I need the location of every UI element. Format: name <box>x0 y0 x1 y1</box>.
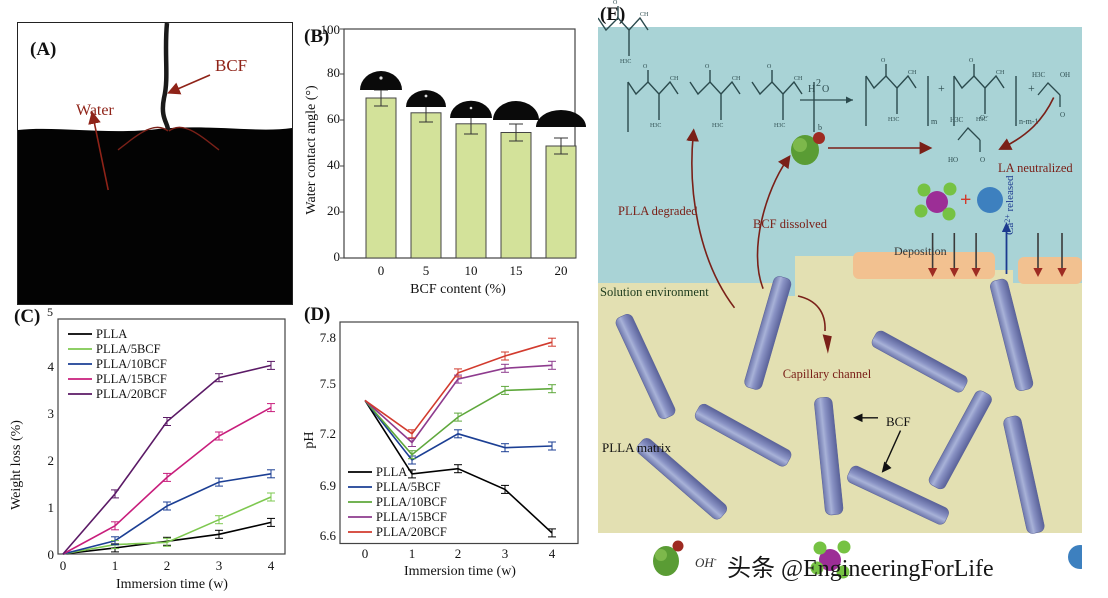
svg-text:40: 40 <box>327 157 340 172</box>
svg-text:(D): (D) <box>304 304 330 325</box>
svg-text:O: O <box>613 0 618 6</box>
svg-text:4: 4 <box>48 359 55 374</box>
svg-text:Immersion time (w): Immersion time (w) <box>116 577 228 592</box>
svg-text:7.8: 7.8 <box>320 330 336 345</box>
svg-text:OH: OH <box>1060 71 1070 79</box>
svg-text:LA neutralized: LA neutralized <box>998 161 1073 175</box>
svg-text:BCF dissolved: BCF dissolved <box>753 217 828 231</box>
svg-text:60: 60 <box>327 111 340 126</box>
svg-text:CH: CH <box>640 12 649 18</box>
svg-text:+: + <box>1028 81 1035 95</box>
svg-text:0: 0 <box>334 249 341 264</box>
svg-text:2: 2 <box>816 78 821 89</box>
svg-text:0: 0 <box>60 558 67 573</box>
svg-text:PLLA degraded: PLLA degraded <box>618 204 698 218</box>
svg-text:0: 0 <box>378 263 385 278</box>
svg-text:80: 80 <box>327 65 340 80</box>
svg-text:7.2: 7.2 <box>320 426 336 441</box>
svg-text:PLLA/10BCF: PLLA/10BCF <box>96 357 167 371</box>
svg-text:1: 1 <box>112 558 119 573</box>
svg-text:PLLA/15BCF: PLLA/15BCF <box>376 510 447 524</box>
svg-text:PLLA/20BCF: PLLA/20BCF <box>96 387 167 401</box>
svg-text:O: O <box>822 84 829 95</box>
svg-text:2: 2 <box>455 546 462 561</box>
svg-text:10: 10 <box>465 263 478 278</box>
svg-text:6.9: 6.9 <box>320 478 336 493</box>
svg-text:100: 100 <box>321 22 341 37</box>
svg-text:1: 1 <box>48 500 55 515</box>
svg-text:(C): (C) <box>14 306 40 327</box>
svg-text:1: 1 <box>409 546 416 561</box>
svg-text:6.6: 6.6 <box>320 528 337 543</box>
svg-text:PLLA matrix: PLLA matrix <box>602 440 671 455</box>
svg-text:OH-: OH- <box>695 554 717 570</box>
svg-text:3: 3 <box>48 406 55 421</box>
svg-text:BCF: BCF <box>215 56 247 75</box>
svg-text:O: O <box>1060 111 1065 119</box>
svg-text:15: 15 <box>510 263 523 278</box>
svg-text:7.5: 7.5 <box>320 376 336 391</box>
svg-text:O: O <box>980 156 985 164</box>
svg-text:+: + <box>938 81 945 95</box>
svg-text:Water: Water <box>76 102 114 119</box>
svg-text:H3C: H3C <box>620 59 631 65</box>
svg-text:2: 2 <box>48 453 55 468</box>
svg-text:(A): (A) <box>30 39 56 60</box>
svg-text:Weight loss (%): Weight loss (%) <box>9 420 24 510</box>
svg-text:PLLA: PLLA <box>96 327 127 341</box>
svg-text:PLLA/20BCF: PLLA/20BCF <box>376 525 447 539</box>
svg-text:20: 20 <box>327 203 340 218</box>
svg-text:pH: pH <box>302 431 317 448</box>
svg-text:+: + <box>960 189 971 211</box>
svg-text:m: m <box>931 117 938 126</box>
svg-text:Capillary channel: Capillary channel <box>783 367 872 381</box>
svg-text:Solution environment: Solution environment <box>600 285 709 299</box>
svg-text:5: 5 <box>423 263 430 278</box>
svg-text:H3C: H3C <box>950 116 964 124</box>
svg-text:b: b <box>818 123 822 132</box>
svg-text:HO: HO <box>948 156 958 164</box>
svg-text:H3C: H3C <box>1032 71 1046 79</box>
svg-text:BCF: BCF <box>886 414 911 429</box>
svg-text:Deposition: Deposition <box>894 244 947 258</box>
svg-text:2: 2 <box>164 558 171 573</box>
svg-text:BCF content (%): BCF content (%) <box>410 282 506 297</box>
svg-text:Water contact angle (°): Water contact angle (°) <box>304 85 319 215</box>
svg-text:4: 4 <box>268 558 275 573</box>
svg-text:3: 3 <box>216 558 223 573</box>
svg-text:PLLA: PLLA <box>376 465 407 479</box>
svg-text:20: 20 <box>555 263 568 278</box>
svg-text:3: 3 <box>502 546 509 561</box>
svg-text:PLLA/10BCF: PLLA/10BCF <box>376 495 447 509</box>
svg-text:4: 4 <box>549 546 556 561</box>
svg-text:0: 0 <box>48 547 55 562</box>
svg-text:PLLA/15BCF: PLLA/15BCF <box>96 372 167 386</box>
svg-text:H: H <box>808 84 815 95</box>
svg-text:Immersion time (w): Immersion time (w) <box>404 564 516 579</box>
svg-text:5: 5 <box>47 305 53 319</box>
svg-text:PLLA/5BCF: PLLA/5BCF <box>376 480 441 494</box>
svg-text:PLLA/5BCF: PLLA/5BCF <box>96 342 161 356</box>
svg-text:0: 0 <box>362 546 369 561</box>
svg-text:O⁻: O⁻ <box>980 114 989 122</box>
svg-text:头条 @EngineeringForLife: 头条 @EngineeringForLife <box>727 555 994 582</box>
